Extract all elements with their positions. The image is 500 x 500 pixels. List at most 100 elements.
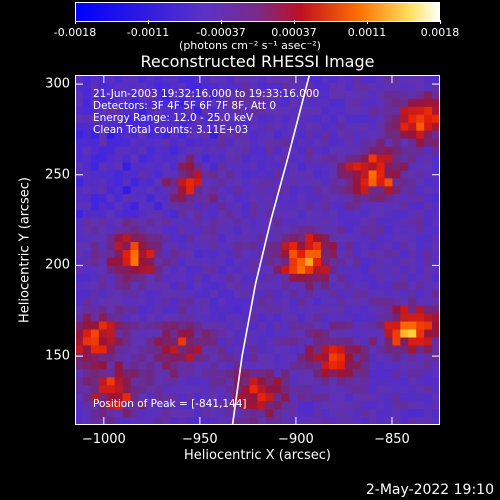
heatmap-cell: [328, 138, 338, 148]
heatmap-cell: [201, 122, 211, 132]
heatmap-cell: [114, 170, 124, 179]
heatmap-cell: [273, 130, 282, 140]
heatmap-cell: [328, 401, 338, 410]
heatmap-cell: [313, 138, 322, 148]
heatmap-cell: [217, 313, 227, 323]
heatmap-cell: [289, 194, 298, 203]
heatmap-cell: [186, 242, 195, 251]
heatmap-cell: [305, 265, 314, 275]
heatmap-cell: [360, 297, 370, 307]
heatmap-cell: [130, 138, 140, 148]
heatmap-cell: [392, 377, 401, 386]
heatmap-cell: [201, 313, 211, 323]
heatmap-cell: [320, 337, 330, 347]
heatmap-cell: [98, 90, 108, 100]
heatmap-cell: [400, 393, 409, 402]
heatmap-cell: [384, 265, 393, 275]
heatmap-cell: [209, 218, 219, 227]
heatmap-cell: [336, 114, 346, 124]
heatmap-cell: [273, 329, 282, 339]
heatmap-cell: [328, 313, 338, 323]
heatmap-cell: [400, 122, 409, 132]
heatmap-cell: [297, 313, 306, 323]
heatmap-cell: [432, 409, 440, 418]
heatmap-cell: [344, 313, 354, 323]
heatmap-cell: [201, 170, 211, 179]
plot-frame: [75, 75, 440, 425]
heatmap-cell: [368, 257, 378, 267]
heatmap-cell: [392, 234, 401, 243]
heatmap-cell: [320, 305, 330, 315]
heatmap-cell: [106, 186, 116, 195]
heatmap-cell: [201, 186, 211, 195]
heatmap-cell: [257, 297, 267, 307]
heatmap-cell: [249, 82, 259, 92]
heatmap-cell: [257, 162, 267, 172]
heatmap-cell: [400, 377, 409, 386]
heatmap-cell: [305, 226, 314, 235]
heatmap-cell: [178, 194, 187, 203]
heatmap-cell: [154, 417, 163, 425]
heatmap-cell: [320, 273, 330, 283]
heatmap-cell: [154, 75, 163, 84]
heatmap-cell: [146, 186, 155, 195]
heatmap-cell: [376, 313, 386, 323]
heatmap-cell: [305, 234, 314, 243]
heatmap-cell: [352, 289, 362, 299]
heatmap-cell: [75, 82, 84, 92]
heatmap-cell: [138, 170, 148, 179]
heatmap-cell: [281, 281, 290, 291]
heatmap-cell: [225, 226, 235, 235]
heatmap-cell: [201, 82, 211, 92]
heatmap-cell: [233, 122, 243, 132]
heatmap-cell: [233, 265, 243, 275]
heatmap-cell: [400, 353, 409, 362]
heatmap-cell: [313, 154, 322, 164]
heatmap-cell: [376, 162, 386, 172]
heatmap-cell: [360, 313, 370, 323]
heatmap-cell: [201, 281, 211, 291]
heatmap-cell: [384, 75, 393, 84]
heatmap-cell: [257, 194, 267, 203]
heatmap-cell: [201, 353, 211, 362]
heatmap-cell: [368, 273, 378, 283]
heatmap-cell: [233, 257, 243, 267]
heatmap-cell: [233, 210, 243, 219]
heatmap-cell: [360, 353, 370, 362]
heatmap-cell: [162, 130, 171, 140]
heatmap-cell: [400, 82, 409, 92]
heatmap-cell: [432, 234, 440, 243]
heatmap-cell: [90, 377, 100, 386]
heatmap-cell: [186, 250, 195, 259]
heatmap-cell: [130, 202, 140, 211]
heatmap-cell: [432, 186, 440, 195]
heatmap-cell: [336, 313, 346, 323]
heatmap-cell: [82, 226, 92, 235]
heatmap-cell: [186, 114, 195, 124]
heatmap-cell: [241, 186, 251, 195]
heatmap-cell: [90, 75, 100, 84]
heatmap-cell: [289, 289, 298, 299]
heatmap-cell: [154, 281, 163, 291]
heatmap-cell: [217, 138, 227, 148]
heatmap-cell: [154, 385, 163, 394]
heatmap-cell: [249, 218, 259, 227]
heatmap-cell: [130, 417, 140, 425]
heatmap-cell: [122, 194, 132, 203]
heatmap-cell: [75, 122, 84, 132]
heatmap-cell: [265, 186, 274, 195]
heatmap-cell: [313, 361, 322, 370]
heatmap-cell: [90, 281, 100, 291]
heatmap-cell: [138, 202, 148, 211]
heatmap-cell: [138, 82, 148, 92]
heatmap-cell: [122, 297, 132, 307]
heatmap-cell: [376, 138, 386, 148]
heatmap-cell: [368, 75, 378, 84]
heatmap-cell: [201, 417, 211, 425]
heatmap-cell: [328, 218, 338, 227]
heatmap-cell: [305, 313, 314, 323]
heatmap-cell: [305, 393, 314, 402]
heatmap-cell: [313, 98, 322, 108]
heatmap-cell: [408, 178, 417, 187]
heatmap-cell: [368, 178, 378, 187]
